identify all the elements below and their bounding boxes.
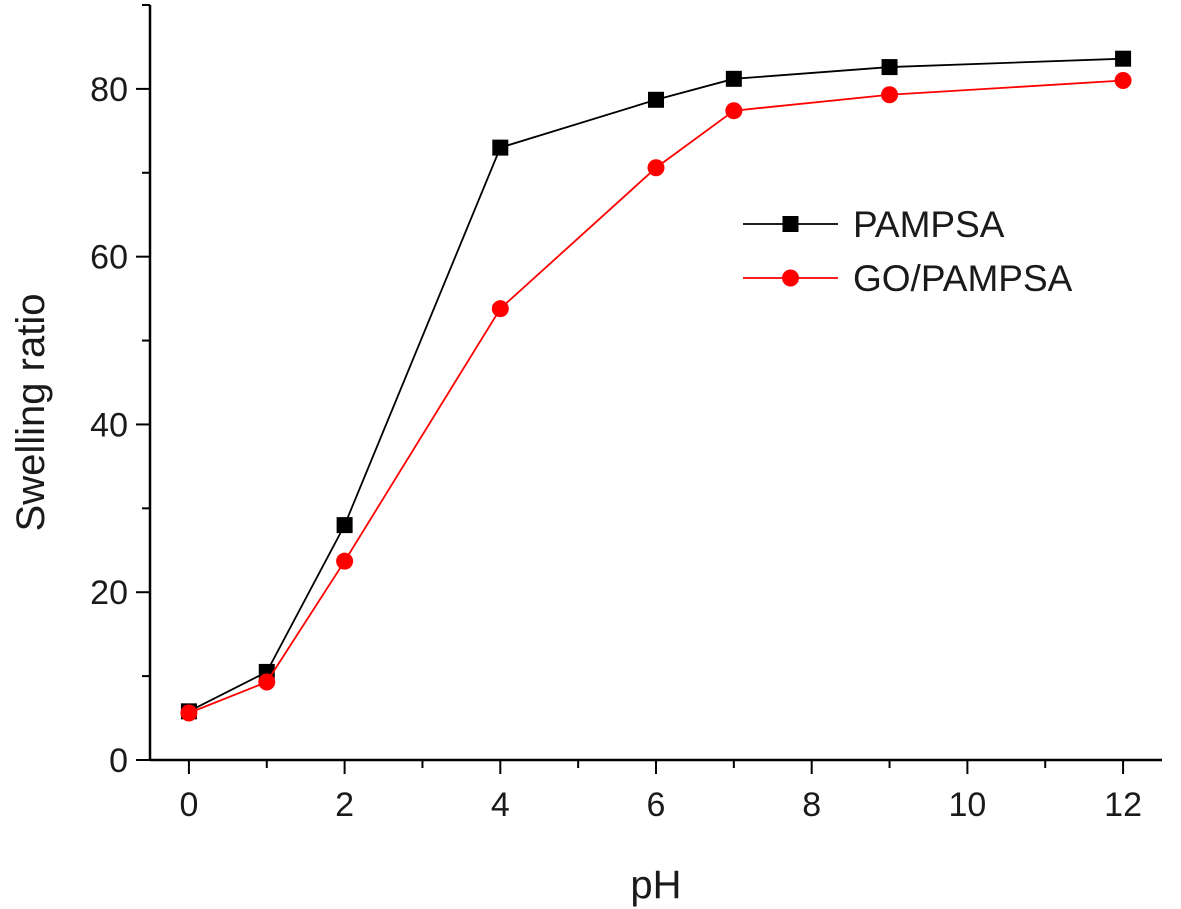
x-tick-label: 0 xyxy=(179,786,198,824)
data-point-go-pampsa xyxy=(258,673,276,691)
data-point-pampsa xyxy=(492,139,509,156)
data-point-go-pampsa xyxy=(180,704,198,722)
data-point-pampsa xyxy=(881,59,898,76)
series-line-pampsa xyxy=(188,57,1124,713)
data-point-pampsa xyxy=(1115,50,1132,67)
x-axis: 0 2 4 6 8 10 12 xyxy=(179,760,1142,824)
y-tick-label: 0 xyxy=(109,742,128,780)
data-point-go-pampsa xyxy=(881,86,899,104)
x-axis-title: pH xyxy=(630,863,681,907)
y-tick-label: 40 xyxy=(90,406,128,444)
legend-marker-pampsa xyxy=(782,216,799,232)
x-tick-label: 10 xyxy=(948,786,986,824)
y-axis: 0 20 40 60 80 xyxy=(90,4,150,780)
legend-marker-go-pampsa xyxy=(782,269,799,287)
data-point-go-pampsa xyxy=(647,159,665,177)
legend-label-go-pampsa: GO/PAMPSA xyxy=(853,258,1073,299)
data-point-go-pampsa xyxy=(725,102,743,120)
x-tick-label: 12 xyxy=(1104,786,1142,824)
x-tick-label: 2 xyxy=(335,786,354,824)
data-point-go-pampsa xyxy=(336,552,354,570)
y-tick-label: 20 xyxy=(90,574,128,612)
data-point-pampsa xyxy=(648,91,664,108)
x-tick-label: 4 xyxy=(491,786,510,824)
x-tick-label: 6 xyxy=(647,786,666,824)
data-point-pampsa xyxy=(336,517,353,534)
data-point-go-pampsa xyxy=(491,300,509,318)
legend-label-pampsa: PAMPSA xyxy=(853,204,1005,245)
data-point-go-pampsa xyxy=(1114,72,1132,89)
x-tick-label: 8 xyxy=(802,786,821,824)
series-line-go-pampsa xyxy=(188,79,1124,714)
data-point-pampsa xyxy=(725,70,742,87)
y-tick-label: 60 xyxy=(90,239,128,277)
y-tick-label: 80 xyxy=(90,71,128,109)
y-axis-title: Swelling ratio xyxy=(9,294,53,532)
plot-frame xyxy=(148,5,1162,762)
series-layer xyxy=(180,50,1132,722)
legend: PAMPSA GO/PAMPSA xyxy=(743,204,1073,299)
